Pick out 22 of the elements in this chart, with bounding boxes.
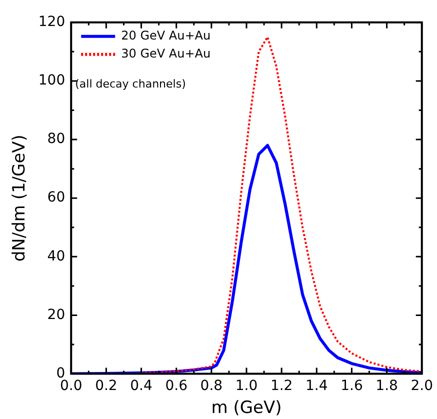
y-tick-label: 40: [47, 248, 66, 264]
y-tick-label: 60: [47, 190, 66, 206]
x-tick-label: 1.8: [376, 378, 398, 394]
y-tick-label: 80: [47, 131, 66, 148]
y-tick-label: 20: [47, 306, 66, 323]
x-tick-label: 0.6: [165, 378, 188, 394]
x-tick-label: 0.8: [200, 378, 223, 394]
x-tick-label: 1.2: [270, 378, 293, 394]
x-tick-label: 1.6: [340, 378, 363, 394]
x-tick-label: 2.0: [410, 378, 433, 394]
legend-label: 20 GeV Au+Au: [121, 28, 211, 43]
legend-label: 30 GeV Au+Au: [121, 46, 211, 61]
x-tick-label: 0.4: [130, 378, 152, 394]
annotation: (all decay channels): [75, 77, 186, 90]
y-tick-label: 100: [38, 72, 66, 89]
x-tick-label: 0.2: [95, 378, 118, 394]
x-tick-label: 1.0: [235, 378, 258, 394]
y-tick-label: 120: [38, 14, 66, 30]
x-tick-label: 1.4: [306, 378, 328, 394]
y-axis-title: dN/dm (1/GeV): [10, 134, 30, 262]
x-axis-title: m (GeV): [211, 398, 282, 418]
x-tick-label: 0.0: [60, 378, 82, 394]
